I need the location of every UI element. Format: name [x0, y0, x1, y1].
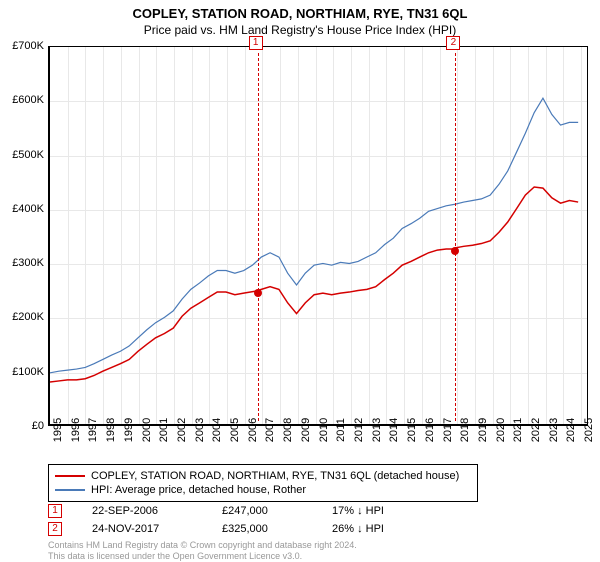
legend-swatch — [55, 489, 85, 491]
chart-container: COPLEY, STATION ROAD, NORTHIAM, RYE, TN3… — [0, 0, 600, 560]
y-axis-tick-label: £200K — [12, 311, 44, 323]
marker-pct: 17% ↓ HPI — [332, 505, 384, 517]
y-axis-tick-label: £100K — [12, 366, 44, 378]
y-axis-tick-label: £700K — [12, 40, 44, 52]
attribution: Contains HM Land Registry data © Crown c… — [48, 540, 357, 562]
y-axis-tick-label: £400K — [12, 203, 44, 215]
marker-line — [455, 53, 456, 421]
attribution-line: Contains HM Land Registry data © Crown c… — [48, 540, 357, 551]
chart-title: COPLEY, STATION ROAD, NORTHIAM, RYE, TN3… — [0, 0, 600, 21]
marker-dot — [254, 289, 262, 297]
marker-pct: 26% ↓ HPI — [332, 523, 384, 535]
legend-label: COPLEY, STATION ROAD, NORTHIAM, RYE, TN3… — [91, 470, 459, 482]
legend-swatch — [55, 475, 85, 477]
marker-table: 1 22-SEP-2006 £247,000 17% ↓ HPI 2 24-NOV-201… — [48, 502, 384, 538]
legend: COPLEY, STATION ROAD, NORTHIAM, RYE, TN3… — [48, 464, 478, 502]
legend-row: HPI: Average price, detached house, Roth… — [55, 483, 471, 497]
line-chart-svg — [50, 47, 587, 424]
y-axis-tick-label: £300K — [12, 257, 44, 269]
marker-price: £325,000 — [222, 523, 302, 535]
marker-table-row: 1 22-SEP-2006 £247,000 17% ↓ HPI — [48, 502, 384, 520]
series-line-property — [50, 187, 578, 382]
marker-price: £247,000 — [222, 505, 302, 517]
y-axis-tick-label: £500K — [12, 149, 44, 161]
y-axis-tick-label: £0 — [32, 420, 44, 432]
marker-dot — [451, 247, 459, 255]
marker-number-box: 2 — [48, 522, 62, 536]
marker-line — [258, 53, 259, 421]
marker-number-box: 1 — [48, 504, 62, 518]
y-axis-tick-label: £600K — [12, 94, 44, 106]
marker-number-box: 1 — [249, 36, 263, 50]
legend-row: COPLEY, STATION ROAD, NORTHIAM, RYE, TN3… — [55, 469, 471, 483]
marker-date: 22-SEP-2006 — [92, 505, 192, 517]
legend-label: HPI: Average price, detached house, Roth… — [91, 484, 306, 496]
marker-date: 24-NOV-2017 — [92, 523, 192, 535]
marker-table-row: 2 24-NOV-2017 £325,000 26% ↓ HPI — [48, 520, 384, 538]
plot-area — [48, 46, 588, 426]
chart-subtitle: Price paid vs. HM Land Registry's House … — [0, 21, 600, 37]
marker-number-box: 2 — [446, 36, 460, 50]
series-line-hpi — [50, 98, 578, 373]
